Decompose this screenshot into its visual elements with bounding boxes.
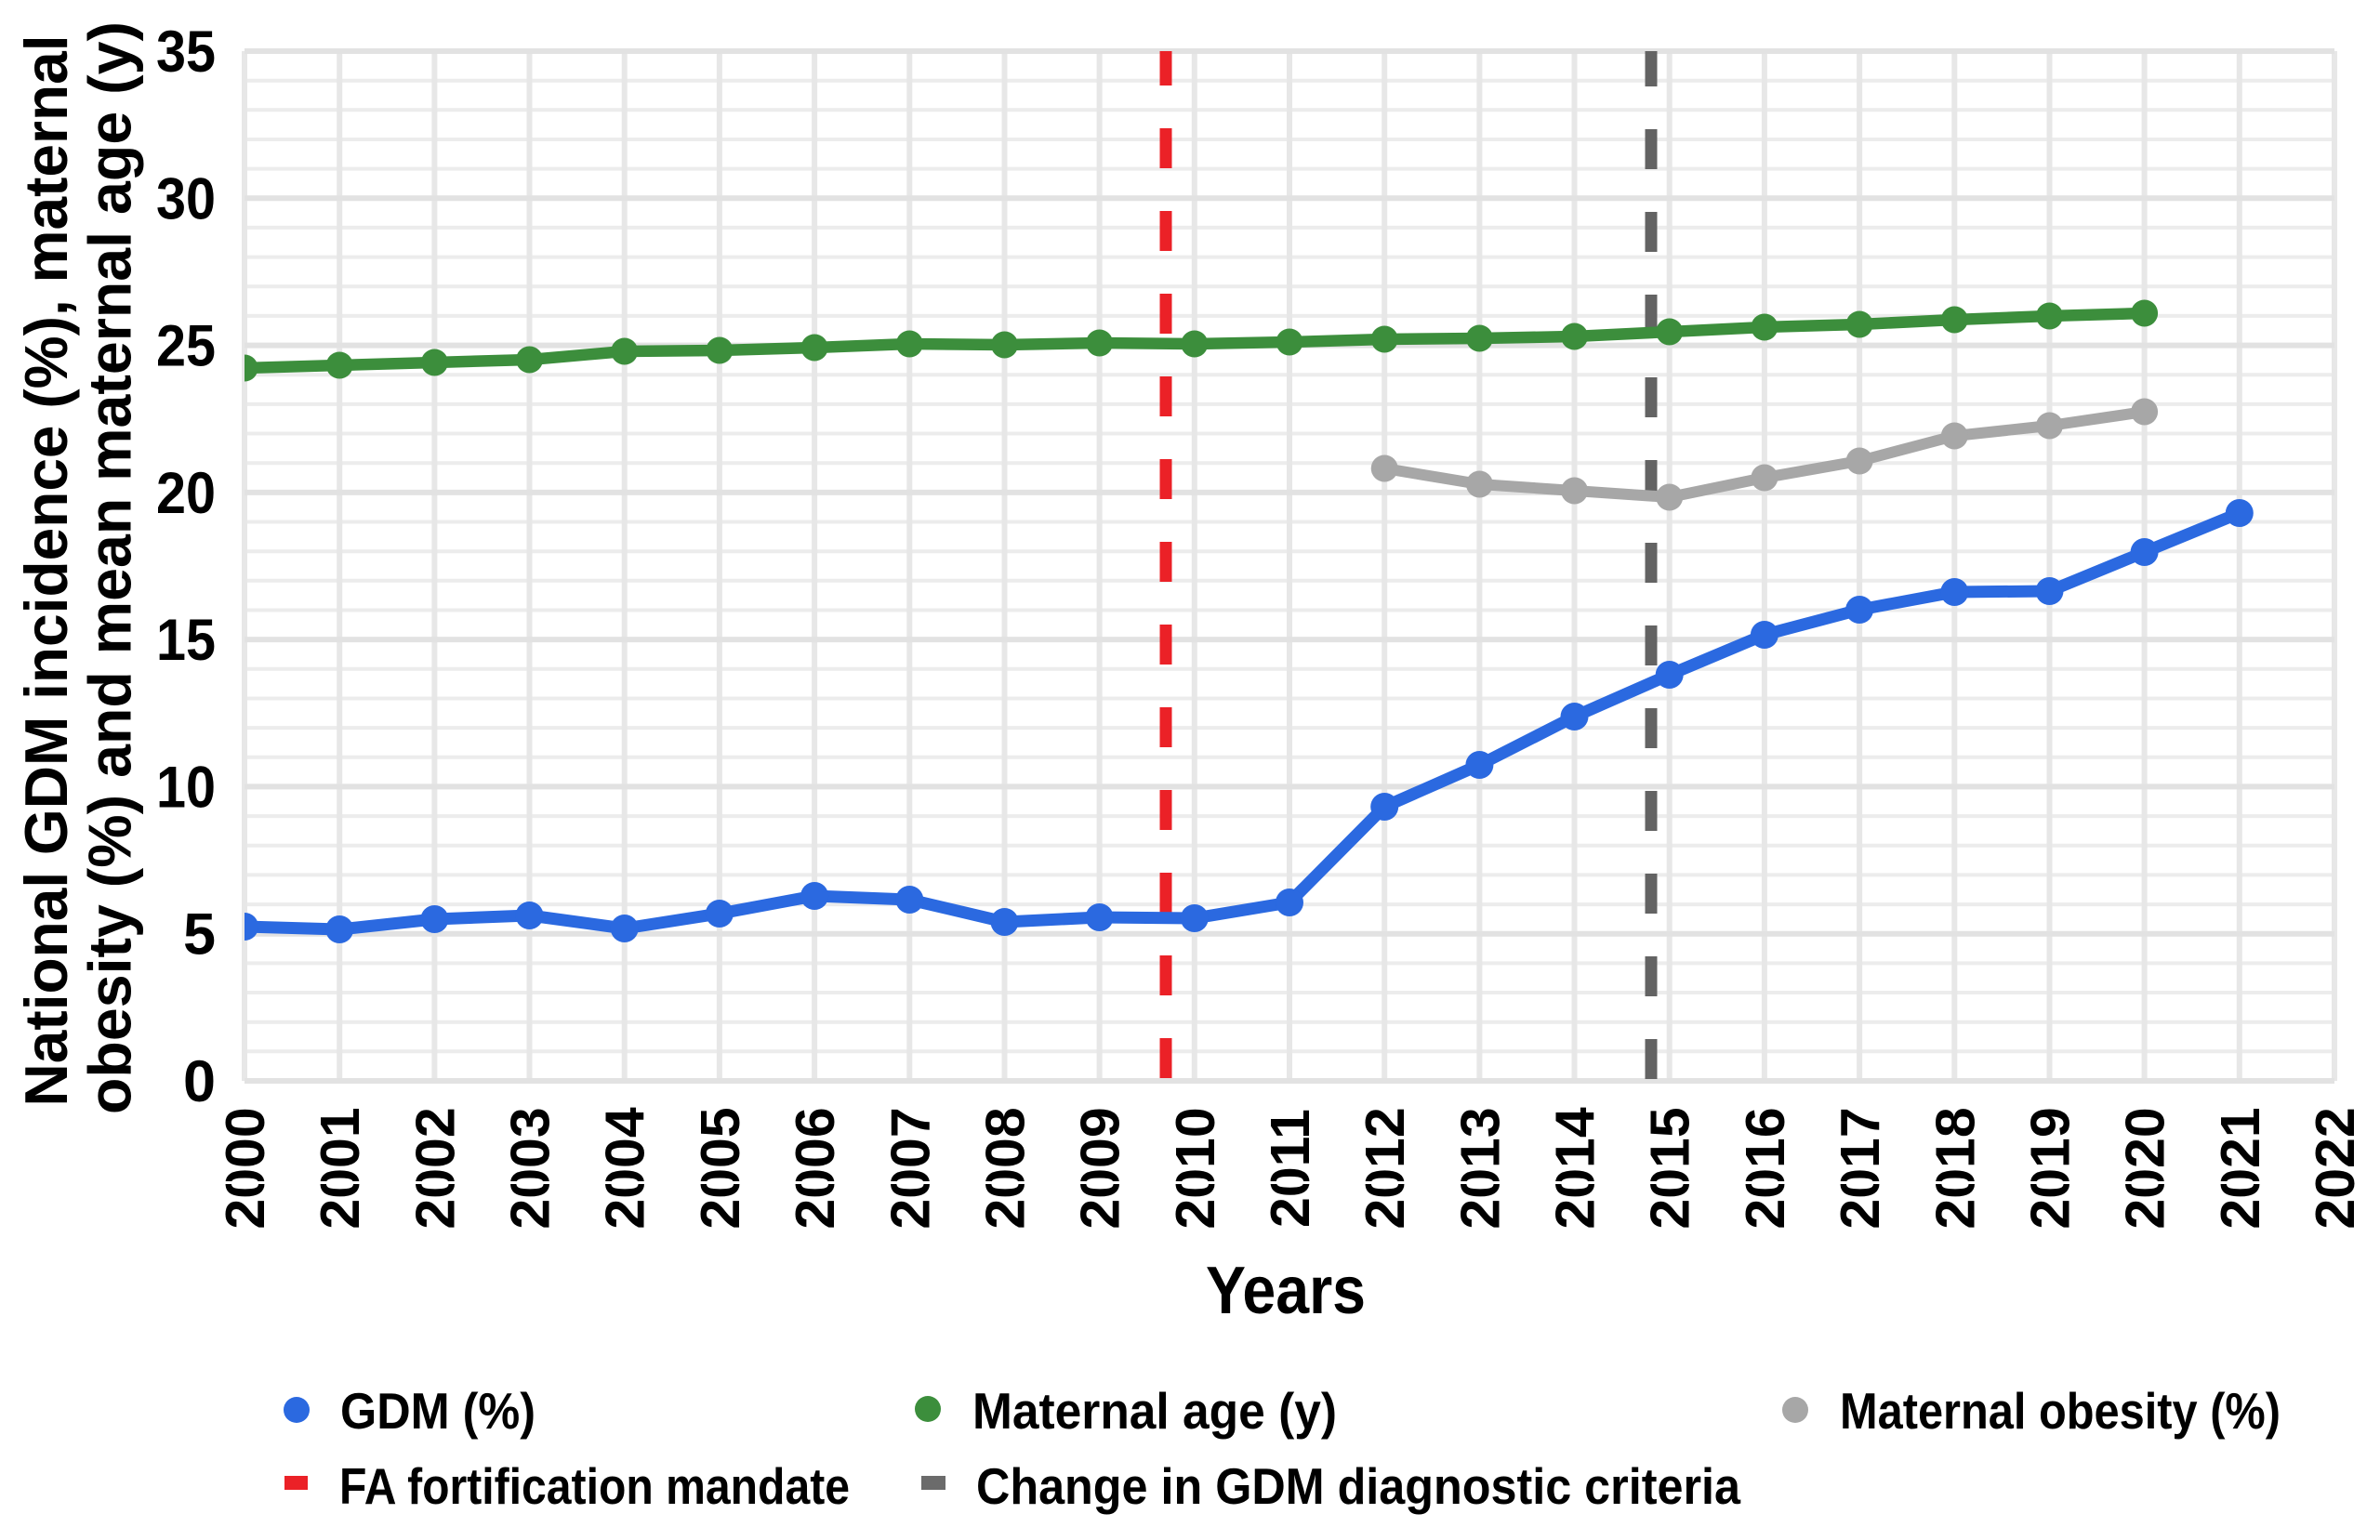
svg-text:2014: 2014	[1545, 1107, 1606, 1229]
svg-text:2021: 2021	[2210, 1107, 2271, 1229]
svg-text:Maternal obesity (%): Maternal obesity (%)	[1840, 1382, 2281, 1440]
svg-text:Years: Years	[1206, 1254, 1366, 1328]
svg-text:25: 25	[156, 314, 216, 379]
svg-text:2003: 2003	[500, 1107, 562, 1229]
svg-text:2018: 2018	[1924, 1107, 1986, 1229]
svg-text:0: 0	[183, 1049, 216, 1114]
svg-text:GDM (%): GDM (%)	[340, 1382, 536, 1440]
svg-text:30: 30	[156, 166, 216, 231]
svg-text:2002: 2002	[404, 1107, 466, 1229]
svg-text:2022: 2022	[2305, 1107, 2366, 1229]
svg-text:2009: 2009	[1070, 1107, 1131, 1229]
svg-text:obesity (%) and mean maternal: obesity (%) and mean maternal age (y)	[77, 21, 144, 1114]
svg-text:Change in GDM diagnostic crite: Change in GDM diagnostic criteria	[976, 1457, 1740, 1515]
svg-text:2013: 2013	[1449, 1107, 1511, 1229]
svg-text:35: 35	[156, 20, 216, 85]
svg-text:15: 15	[156, 608, 216, 673]
svg-text:10: 10	[156, 755, 216, 820]
svg-text:2015: 2015	[1640, 1107, 1701, 1229]
svg-text:2010: 2010	[1165, 1107, 1226, 1229]
svg-text:20: 20	[156, 461, 216, 526]
svg-text:FA fortification mandate: FA fortification mandate	[339, 1457, 850, 1515]
svg-text:2005: 2005	[690, 1107, 751, 1229]
svg-text:2001: 2001	[310, 1107, 371, 1229]
svg-text:2007: 2007	[879, 1107, 941, 1229]
svg-text:5: 5	[183, 902, 216, 967]
svg-text:Maternal age (y): Maternal age (y)	[972, 1382, 1337, 1440]
svg-text:2004: 2004	[595, 1107, 656, 1229]
svg-text:2020: 2020	[2115, 1107, 2176, 1229]
svg-text:2006: 2006	[785, 1107, 846, 1229]
svg-text:2012: 2012	[1355, 1107, 1416, 1229]
svg-text:2017: 2017	[1830, 1107, 1891, 1229]
svg-text:2011: 2011	[1260, 1109, 1321, 1228]
svg-text:National GDM incidence (%), ma: National GDM incidence (%), maternal	[13, 35, 80, 1107]
svg-text:2008: 2008	[975, 1107, 1037, 1229]
svg-text:2016: 2016	[1735, 1107, 1796, 1229]
svg-text:2000: 2000	[215, 1107, 276, 1229]
svg-text:2019: 2019	[2020, 1107, 2082, 1229]
